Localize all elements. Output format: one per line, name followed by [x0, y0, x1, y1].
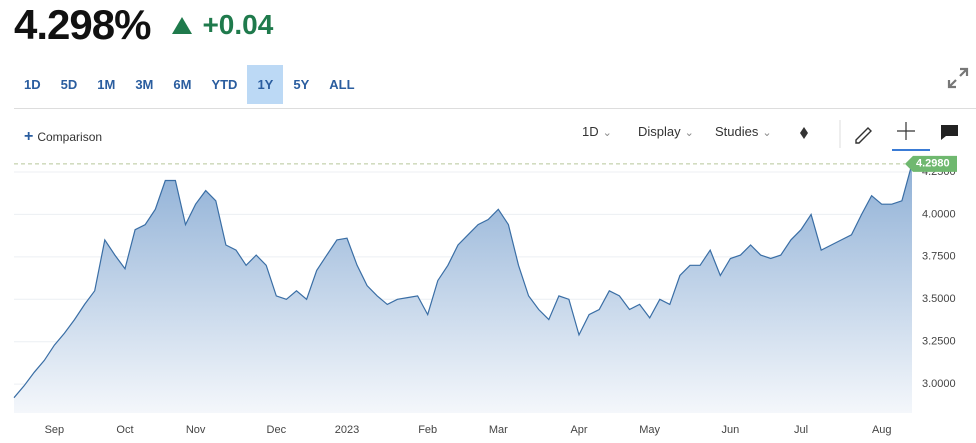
x-tick-label: Aug — [872, 424, 892, 436]
change-value: +0.04 — [202, 9, 274, 40]
draw-icon[interactable] — [855, 127, 872, 144]
comment-icon[interactable] — [941, 125, 958, 140]
range-selector: 1D 5D 1M 3M 6M YTD 1Y 5Y ALL — [14, 65, 365, 104]
x-tick-label: Nov — [186, 424, 206, 436]
y-tick-label: 3.0000 — [922, 378, 956, 390]
x-tick-label: Sep — [45, 424, 65, 436]
interval-button[interactable]: 1D ⌄ — [582, 124, 612, 139]
y-tick-label: 3.5000 — [922, 293, 956, 305]
range-button[interactable]: ALL — [329, 77, 355, 92]
display-label: Display — [638, 124, 681, 139]
x-tick-label: May — [639, 424, 660, 436]
range-button[interactable]: YTD — [211, 77, 238, 92]
x-tick-label: Mar — [489, 424, 508, 436]
range-button[interactable]: 1M — [97, 77, 116, 92]
x-tick-label: Oct — [116, 424, 133, 436]
last-price-tag — [905, 155, 957, 172]
comparison-button[interactable]: + Comparison — [24, 128, 103, 145]
range-button[interactable]: 1D — [24, 77, 41, 92]
price-line — [13, 163, 913, 399]
studies-button[interactable]: Studies ⌄ — [715, 124, 772, 139]
area-fill — [14, 163, 912, 413]
display-button[interactable]: Display ⌄ — [638, 124, 694, 139]
x-tick-label: Dec — [267, 424, 287, 436]
range-button[interactable]: 5Y — [293, 77, 310, 92]
x-tick-label: 2023 — [335, 424, 359, 436]
up-arrow — [172, 16, 193, 34]
x-tick-label: Jun — [722, 424, 740, 436]
y-tick-label: 4.0000 — [922, 208, 956, 220]
x-tick-label: Apr — [570, 424, 587, 436]
quote-header: 4.298% +0.04 — [14, 0, 273, 50]
y-tick-label: 3.2500 — [922, 336, 956, 348]
range-button[interactable]: 3M — [135, 77, 154, 92]
x-tick-label: Jul — [794, 424, 808, 436]
studies-label: Studies — [715, 124, 759, 139]
interval-label: 1D — [582, 124, 599, 139]
x-tick-label: Feb — [418, 424, 437, 436]
price: 4.298% — [14, 1, 151, 48]
comparison-label: Comparison — [37, 130, 103, 144]
y-tick-label: 3.7500 — [922, 251, 956, 263]
divider — [14, 108, 976, 109]
range-button[interactable]: 5D — [60, 77, 78, 92]
crosshair-icon[interactable] — [897, 122, 915, 140]
range-button[interactable]: 6M — [173, 77, 192, 92]
toolbar-icons — [800, 120, 958, 151]
range-button[interactable]: 1Y — [247, 65, 284, 104]
expand-icon[interactable] — [946, 66, 970, 90]
last-price-label: 4.2980 — [916, 158, 950, 170]
change: +0.04 — [172, 9, 273, 41]
settings-icon[interactable] — [800, 127, 808, 139]
